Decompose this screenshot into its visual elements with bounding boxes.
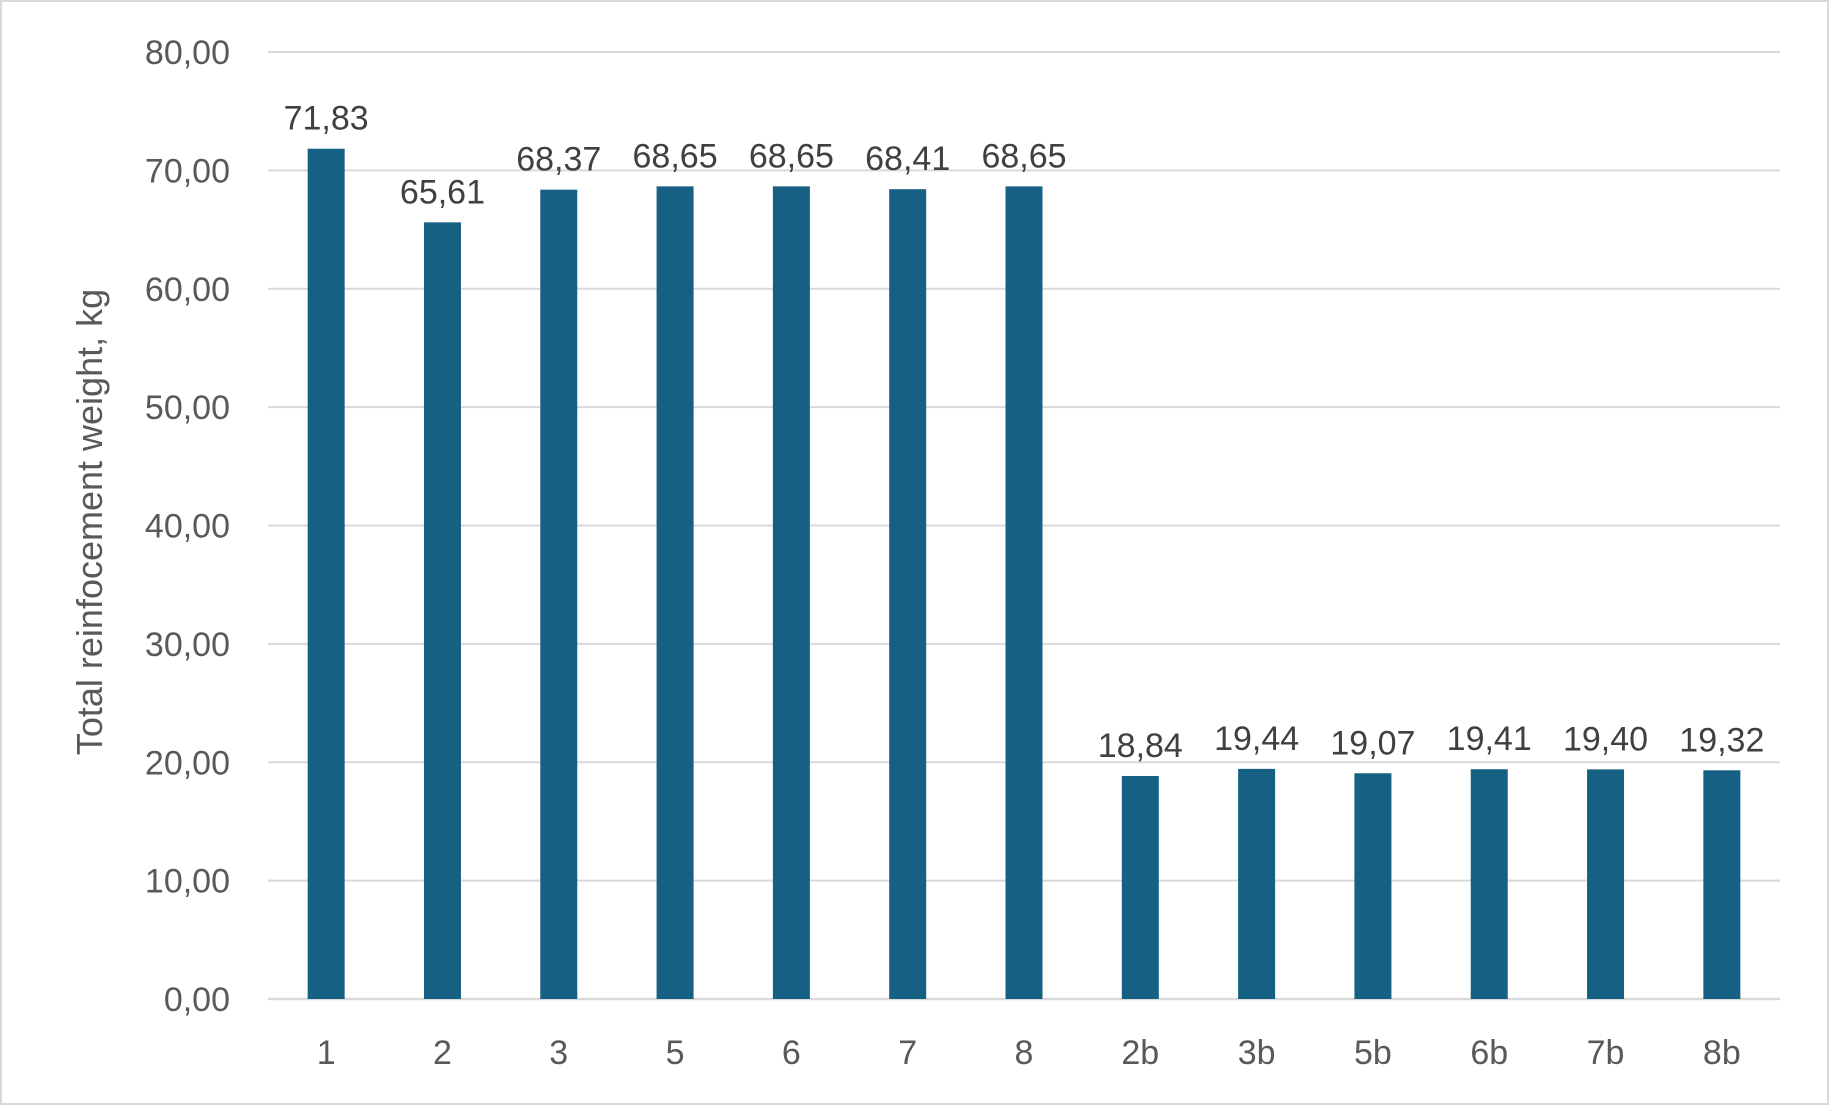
bar-value-label: 19,44 (1214, 720, 1299, 758)
bar-value-label: 68,65 (981, 137, 1066, 175)
y-tick-label: 10,00 (145, 863, 230, 901)
bar-value-label: 71,83 (284, 100, 369, 138)
bar (1005, 186, 1043, 1000)
bar-value-label: 18,84 (1098, 727, 1183, 765)
bar (772, 186, 810, 1000)
x-tick-label: 5 (666, 1034, 685, 1072)
bar (423, 222, 461, 1000)
bar (307, 148, 345, 999)
x-axis-ticks: 1 2 3 5 6 7 8 2b 3b 5b 6b 7b 8b (317, 1034, 1741, 1072)
bar (656, 186, 694, 1000)
bar (1703, 770, 1741, 999)
bar-value-label: 19,40 (1563, 720, 1648, 758)
bar-value-label: 68,37 (516, 141, 601, 179)
x-tick-label: 6 (782, 1034, 801, 1072)
y-tick-label: 40,00 (145, 508, 230, 546)
bar (1470, 769, 1508, 999)
y-tick-label: 50,00 (145, 389, 230, 427)
bar (540, 189, 578, 1000)
y-tick-label: 70,00 (145, 152, 230, 190)
x-tick-label: 1 (317, 1034, 336, 1072)
x-tick-label: 3 (549, 1034, 568, 1072)
bar-value-label: 65,61 (400, 173, 485, 211)
x-tick-label: 8 (1015, 1034, 1034, 1072)
x-tick-label: 7 (898, 1034, 917, 1072)
x-tick-label: 7b (1587, 1034, 1625, 1072)
x-tick-label: 2b (1121, 1034, 1159, 1072)
y-tick-label: 30,00 (145, 626, 230, 664)
y-axis-ticks: 0,00 10,00 20,00 30,00 40,00 50,00 60,00 70,00 8… (145, 34, 230, 1019)
y-tick-label: 0,00 (164, 981, 230, 1019)
bar-value-label: 68,65 (749, 137, 834, 175)
x-tick-label: 5b (1354, 1034, 1392, 1072)
data-labels: 71,83 65,61 68,37 68,65 68,65 68,41 68,65 18,84… (284, 100, 1765, 765)
x-tick-label: 3b (1238, 1034, 1276, 1072)
y-tick-label: 60,00 (145, 271, 230, 309)
bar (889, 189, 927, 999)
bar-value-label: 68,41 (865, 140, 950, 178)
x-tick-label: 8b (1703, 1034, 1741, 1072)
y-tick-label: 20,00 (145, 744, 230, 782)
x-tick-label: 6b (1470, 1034, 1508, 1072)
bars (307, 148, 1741, 1000)
bar (1587, 769, 1625, 999)
x-tick-label: 2 (433, 1034, 452, 1072)
bar-value-label: 19,07 (1330, 724, 1415, 762)
bar (1354, 773, 1392, 999)
bar (1121, 775, 1159, 999)
y-tick-label: 80,00 (145, 34, 230, 72)
bar (1238, 768, 1276, 999)
bar-value-label: 19,32 (1679, 721, 1764, 759)
bar-value-label: 68,65 (633, 137, 718, 175)
bar-value-label: 19,41 (1447, 720, 1532, 758)
y-axis-title: Total reinfocement weight, kg (69, 289, 110, 755)
